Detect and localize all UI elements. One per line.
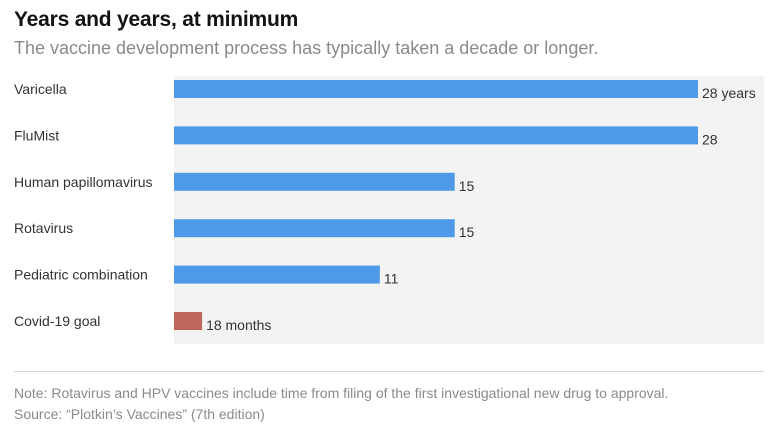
chart-note: Note: Rotavirus and HPV vaccines include… (14, 385, 669, 401)
category-label: Human papillomavirus (14, 174, 153, 190)
bar (174, 172, 455, 191)
bar (174, 126, 698, 145)
value-label: 28 years (702, 85, 756, 101)
bar (174, 219, 455, 238)
plot-background (174, 76, 764, 344)
chart-title: Years and years, at minimum (14, 8, 299, 31)
value-label: 28 (702, 131, 718, 147)
chart-source: Source: “Plotkin’s Vaccines” (7th editio… (14, 406, 265, 422)
category-label: Rotavirus (14, 220, 73, 236)
value-label: 11 (384, 271, 399, 287)
footer-divider (14, 371, 764, 372)
bar (174, 80, 698, 98)
category-label: FluMist (14, 127, 59, 143)
bar (174, 265, 380, 284)
bar (174, 312, 203, 330)
value-label: 15 (459, 178, 475, 194)
chart-subtitle: The vaccine development process has typi… (14, 38, 599, 58)
value-label: 18 months (206, 317, 271, 333)
category-label: Varicella (14, 81, 67, 97)
category-label: Pediatric combination (14, 267, 148, 283)
category-label: Covid-19 goal (14, 313, 100, 329)
value-label: 15 (459, 224, 475, 240)
